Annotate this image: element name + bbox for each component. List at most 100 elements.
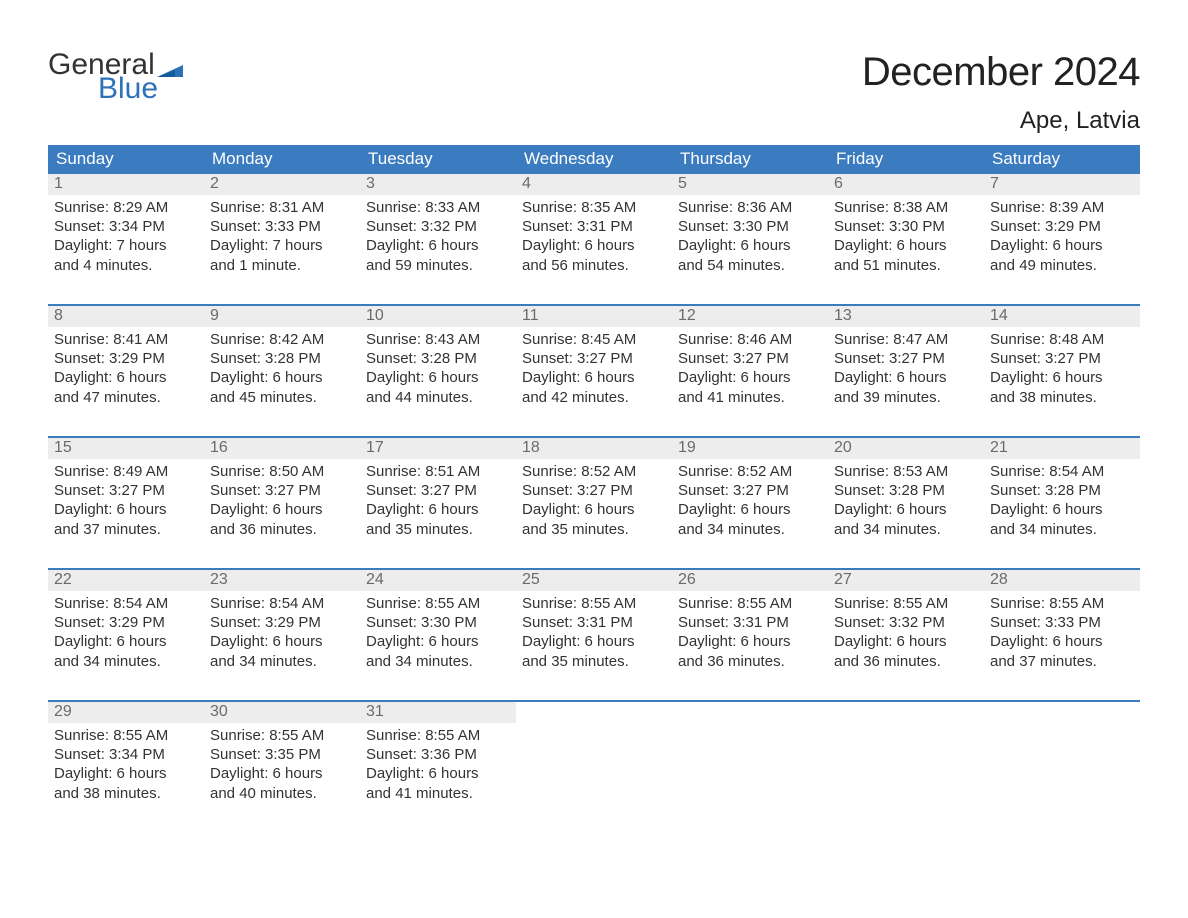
calendar-day: 13Sunrise: 8:47 AMSunset: 3:27 PMDayligh… xyxy=(828,306,984,428)
calendar-day: 3Sunrise: 8:33 AMSunset: 3:32 PMDaylight… xyxy=(360,174,516,296)
sunset-line: Sunset: 3:30 PM xyxy=(834,217,978,236)
calendar-week: 15Sunrise: 8:49 AMSunset: 3:27 PMDayligh… xyxy=(48,436,1140,560)
day-details: Sunrise: 8:55 AMSunset: 3:31 PMDaylight:… xyxy=(516,591,672,677)
sunrise-line: Sunrise: 8:52 AM xyxy=(522,462,666,481)
daylight-line-2: and 36 minutes. xyxy=(210,520,354,539)
daylight-line-2: and 41 minutes. xyxy=(678,388,822,407)
calendar-day: 26Sunrise: 8:55 AMSunset: 3:31 PMDayligh… xyxy=(672,570,828,692)
calendar-day: 12Sunrise: 8:46 AMSunset: 3:27 PMDayligh… xyxy=(672,306,828,428)
day-details: Sunrise: 8:49 AMSunset: 3:27 PMDaylight:… xyxy=(48,459,204,545)
daylight-line-1: Daylight: 6 hours xyxy=(366,632,510,651)
daylight-line-1: Daylight: 6 hours xyxy=(54,368,198,387)
calendar-day: 4Sunrise: 8:35 AMSunset: 3:31 PMDaylight… xyxy=(516,174,672,296)
calendar-day: 9Sunrise: 8:42 AMSunset: 3:28 PMDaylight… xyxy=(204,306,360,428)
day-details: Sunrise: 8:55 AMSunset: 3:36 PMDaylight:… xyxy=(360,723,516,809)
sunrise-line: Sunrise: 8:41 AM xyxy=(54,330,198,349)
sunrise-line: Sunrise: 8:52 AM xyxy=(678,462,822,481)
weekday-col: Monday xyxy=(204,145,360,174)
sunrise-line: Sunrise: 8:55 AM xyxy=(366,726,510,745)
day-number: 29 xyxy=(48,702,204,723)
daylight-line-2: and 59 minutes. xyxy=(366,256,510,275)
sunset-line: Sunset: 3:27 PM xyxy=(522,349,666,368)
weekday-col: Friday xyxy=(828,145,984,174)
daylight-line-2: and 40 minutes. xyxy=(210,784,354,803)
calendar-day: 28Sunrise: 8:55 AMSunset: 3:33 PMDayligh… xyxy=(984,570,1140,692)
sunrise-line: Sunrise: 8:48 AM xyxy=(990,330,1134,349)
calendar-day: 24Sunrise: 8:55 AMSunset: 3:30 PMDayligh… xyxy=(360,570,516,692)
day-details: Sunrise: 8:54 AMSunset: 3:28 PMDaylight:… xyxy=(984,459,1140,545)
daylight-line-1: Daylight: 6 hours xyxy=(990,368,1134,387)
day-details: Sunrise: 8:29 AMSunset: 3:34 PMDaylight:… xyxy=(48,195,204,281)
weekday-col: Saturday xyxy=(984,145,1140,174)
sunset-line: Sunset: 3:31 PM xyxy=(522,217,666,236)
sunset-line: Sunset: 3:29 PM xyxy=(990,217,1134,236)
sunset-line: Sunset: 3:33 PM xyxy=(210,217,354,236)
calendar-day: 14Sunrise: 8:48 AMSunset: 3:27 PMDayligh… xyxy=(984,306,1140,428)
daylight-line-1: Daylight: 6 hours xyxy=(366,500,510,519)
day-number: 12 xyxy=(672,306,828,327)
calendar-day: . xyxy=(828,702,984,824)
daylight-line-1: Daylight: 7 hours xyxy=(54,236,198,255)
sunrise-line: Sunrise: 8:42 AM xyxy=(210,330,354,349)
calendar-day: 18Sunrise: 8:52 AMSunset: 3:27 PMDayligh… xyxy=(516,438,672,560)
sunset-line: Sunset: 3:34 PM xyxy=(54,217,198,236)
calendar-week: 29Sunrise: 8:55 AMSunset: 3:34 PMDayligh… xyxy=(48,700,1140,824)
sunset-line: Sunset: 3:30 PM xyxy=(678,217,822,236)
day-details: Sunrise: 8:43 AMSunset: 3:28 PMDaylight:… xyxy=(360,327,516,413)
daylight-line-1: Daylight: 6 hours xyxy=(990,632,1134,651)
sunset-line: Sunset: 3:28 PM xyxy=(210,349,354,368)
day-number: 10 xyxy=(360,306,516,327)
sunset-line: Sunset: 3:34 PM xyxy=(54,745,198,764)
daylight-line-2: and 37 minutes. xyxy=(54,520,198,539)
daylight-line-2: and 35 minutes. xyxy=(522,520,666,539)
calendar-day: 30Sunrise: 8:55 AMSunset: 3:35 PMDayligh… xyxy=(204,702,360,824)
calendar-day: 21Sunrise: 8:54 AMSunset: 3:28 PMDayligh… xyxy=(984,438,1140,560)
day-number: 18 xyxy=(516,438,672,459)
day-details: Sunrise: 8:55 AMSunset: 3:30 PMDaylight:… xyxy=(360,591,516,677)
day-number: 14 xyxy=(984,306,1140,327)
daylight-line-1: Daylight: 6 hours xyxy=(366,764,510,783)
daylight-line-2: and 34 minutes. xyxy=(678,520,822,539)
daylight-line-2: and 1 minute. xyxy=(210,256,354,275)
day-details: Sunrise: 8:55 AMSunset: 3:33 PMDaylight:… xyxy=(984,591,1140,677)
brand-flag-icon xyxy=(157,59,183,77)
daylight-line-1: Daylight: 6 hours xyxy=(834,236,978,255)
day-number: 13 xyxy=(828,306,984,327)
sunrise-line: Sunrise: 8:54 AM xyxy=(210,594,354,613)
day-details: Sunrise: 8:55 AMSunset: 3:32 PMDaylight:… xyxy=(828,591,984,677)
daylight-line-1: Daylight: 6 hours xyxy=(210,764,354,783)
weekday-col: Thursday xyxy=(672,145,828,174)
calendar-day: 19Sunrise: 8:52 AMSunset: 3:27 PMDayligh… xyxy=(672,438,828,560)
calendar-day: 25Sunrise: 8:55 AMSunset: 3:31 PMDayligh… xyxy=(516,570,672,692)
calendar-day: 16Sunrise: 8:50 AMSunset: 3:27 PMDayligh… xyxy=(204,438,360,560)
daylight-line-1: Daylight: 6 hours xyxy=(678,632,822,651)
day-details: Sunrise: 8:31 AMSunset: 3:33 PMDaylight:… xyxy=(204,195,360,281)
sunset-line: Sunset: 3:29 PM xyxy=(54,349,198,368)
sunrise-line: Sunrise: 8:50 AM xyxy=(210,462,354,481)
daylight-line-2: and 37 minutes. xyxy=(990,652,1134,671)
calendar-day: . xyxy=(516,702,672,824)
sunset-line: Sunset: 3:27 PM xyxy=(834,349,978,368)
daylight-line-1: Daylight: 6 hours xyxy=(678,236,822,255)
daylight-line-1: Daylight: 6 hours xyxy=(210,368,354,387)
day-details: Sunrise: 8:52 AMSunset: 3:27 PMDaylight:… xyxy=(672,459,828,545)
sunset-line: Sunset: 3:27 PM xyxy=(366,481,510,500)
daylight-line-1: Daylight: 6 hours xyxy=(678,500,822,519)
day-number: 31 xyxy=(360,702,516,723)
sunrise-line: Sunrise: 8:39 AM xyxy=(990,198,1134,217)
daylight-line-2: and 47 minutes. xyxy=(54,388,198,407)
daylight-line-1: Daylight: 7 hours xyxy=(210,236,354,255)
calendar-day: . xyxy=(984,702,1140,824)
brand-logo: General Blue xyxy=(48,50,183,104)
calendar-day: 15Sunrise: 8:49 AMSunset: 3:27 PMDayligh… xyxy=(48,438,204,560)
day-number: 6 xyxy=(828,174,984,195)
day-details: Sunrise: 8:42 AMSunset: 3:28 PMDaylight:… xyxy=(204,327,360,413)
day-details: Sunrise: 8:50 AMSunset: 3:27 PMDaylight:… xyxy=(204,459,360,545)
calendar-week: 8Sunrise: 8:41 AMSunset: 3:29 PMDaylight… xyxy=(48,304,1140,428)
day-details: Sunrise: 8:55 AMSunset: 3:35 PMDaylight:… xyxy=(204,723,360,809)
daylight-line-2: and 4 minutes. xyxy=(54,256,198,275)
sunrise-line: Sunrise: 8:55 AM xyxy=(54,726,198,745)
day-details: Sunrise: 8:52 AMSunset: 3:27 PMDaylight:… xyxy=(516,459,672,545)
location-label: Ape, Latvia xyxy=(862,107,1140,135)
weekday-col: Sunday xyxy=(48,145,204,174)
